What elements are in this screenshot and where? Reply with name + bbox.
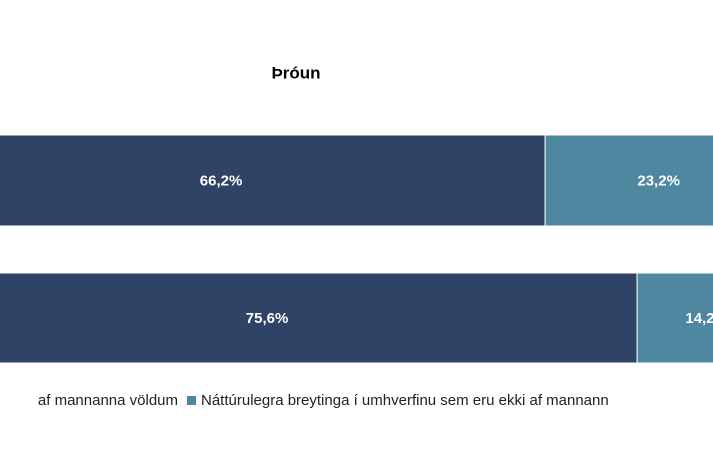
legend-marker	[187, 396, 196, 405]
value-label: 23,2%	[637, 172, 680, 189]
bar-segment	[0, 272, 638, 364]
value-label: 75,6%	[246, 310, 289, 327]
legend-label: af mannanna völdum	[38, 392, 178, 409]
bar-segment	[636, 272, 713, 364]
legend-label: Náttúrulegra breytinga í umhverfinu sem …	[201, 392, 609, 409]
bar-segment	[544, 134, 713, 227]
bar-segment	[0, 134, 546, 227]
chart-title: Þróun	[271, 63, 320, 82]
value-label: 66,2%	[200, 172, 243, 189]
value-label: 14,2%	[685, 310, 713, 327]
